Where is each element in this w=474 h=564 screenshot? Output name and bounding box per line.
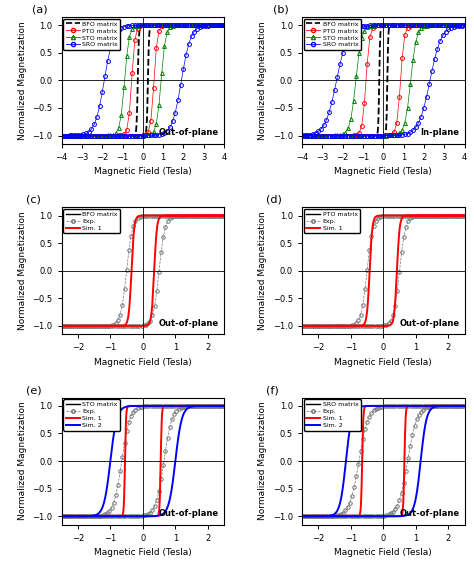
- Legend: BFO matrix, PTO matrix, STO matrix, SRO matrix: BFO matrix, PTO matrix, STO matrix, SRO …: [64, 19, 120, 50]
- Text: Out-of-plane: Out-of-plane: [400, 319, 460, 328]
- Legend: PTO matrix, Exp., Sim. 1: PTO matrix, Exp., Sim. 1: [304, 209, 360, 233]
- X-axis label: Magnetic Field (Tesla): Magnetic Field (Tesla): [335, 168, 432, 177]
- Y-axis label: Normalized Magnetization: Normalized Magnetization: [258, 402, 267, 521]
- Y-axis label: Normalized Magnetization: Normalized Magnetization: [18, 402, 27, 521]
- Text: (d): (d): [266, 195, 282, 205]
- Legend: STO matrix, Exp., Sim. 1, Sim. 2: STO matrix, Exp., Sim. 1, Sim. 2: [64, 399, 120, 431]
- X-axis label: Magnetic Field (Tesla): Magnetic Field (Tesla): [94, 168, 191, 177]
- X-axis label: Magnetic Field (Tesla): Magnetic Field (Tesla): [335, 548, 432, 557]
- Y-axis label: Normalized Magnetization: Normalized Magnetization: [18, 21, 27, 140]
- Text: (c): (c): [26, 195, 41, 205]
- Text: In-plane: In-plane: [420, 129, 460, 138]
- Text: (e): (e): [26, 385, 42, 395]
- Text: Out-of-plane: Out-of-plane: [400, 509, 460, 518]
- Text: Out-of-plane: Out-of-plane: [159, 509, 219, 518]
- Text: (f): (f): [266, 385, 279, 395]
- Legend: SRO matrix, Exp., Sim. 1, Sim. 2: SRO matrix, Exp., Sim. 1, Sim. 2: [304, 399, 361, 431]
- Y-axis label: Normalized Magnetization: Normalized Magnetization: [18, 212, 27, 330]
- Legend: BFO matrix, Exp., Sim. 1: BFO matrix, Exp., Sim. 1: [64, 209, 120, 233]
- Text: Out-of-plane: Out-of-plane: [159, 129, 219, 138]
- Text: Out-of-plane: Out-of-plane: [159, 319, 219, 328]
- Y-axis label: Normalized Magnetization: Normalized Magnetization: [258, 212, 267, 330]
- Legend: BFO matrix, PTO matrix, STO matrix, SRO matrix: BFO matrix, PTO matrix, STO matrix, SRO …: [304, 19, 361, 50]
- Text: (a): (a): [32, 5, 48, 14]
- X-axis label: Magnetic Field (Tesla): Magnetic Field (Tesla): [94, 358, 191, 367]
- X-axis label: Magnetic Field (Tesla): Magnetic Field (Tesla): [335, 358, 432, 367]
- Text: (b): (b): [273, 5, 289, 14]
- Y-axis label: Normalized Magnetization: Normalized Magnetization: [258, 21, 267, 140]
- X-axis label: Magnetic Field (Tesla): Magnetic Field (Tesla): [94, 548, 191, 557]
